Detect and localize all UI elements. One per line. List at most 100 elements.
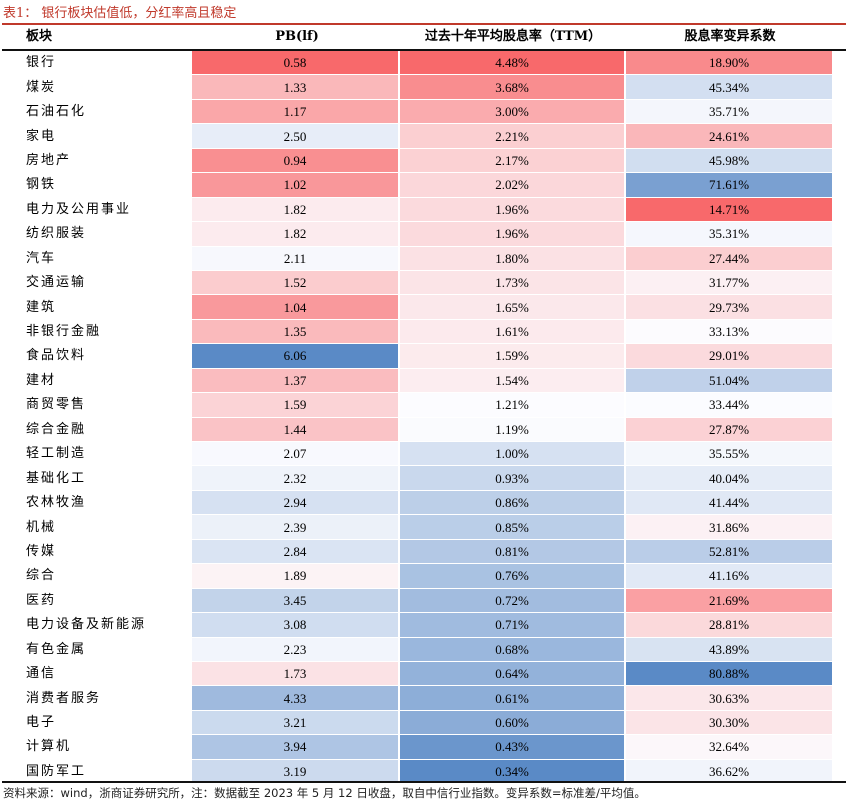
table-row: 医药 3.45 0.72% 21.69% bbox=[2, 588, 846, 614]
sector-name: 交通运输 bbox=[2, 271, 192, 296]
row-spacer bbox=[834, 466, 846, 491]
table-row: 建筑 1.04 1.65% 29.73% bbox=[2, 295, 846, 320]
table-row: 综合 1.89 0.76% 41.16% bbox=[2, 564, 846, 589]
sector-name: 建筑 bbox=[2, 295, 192, 320]
sector-name: 纺织服装 bbox=[2, 222, 192, 247]
sector-name: 消费者服务 bbox=[2, 686, 192, 711]
row-spacer bbox=[834, 638, 846, 662]
pb-cell: 2.39 bbox=[192, 515, 400, 540]
sector-name: 有色金属 bbox=[2, 638, 192, 662]
row-spacer bbox=[834, 149, 846, 174]
sector-name: 建材 bbox=[2, 369, 192, 394]
pb-cell: 1.89 bbox=[192, 564, 400, 589]
sector-name: 基础化工 bbox=[2, 466, 192, 491]
sector-name: 医药 bbox=[2, 589, 192, 614]
table-row: 食品饮料 6.06 1.59% 29.01% bbox=[2, 344, 846, 369]
source-footnote: 资料来源：wind，浙商证券研究所，注：数据截至 2023 年 5 月 12 日… bbox=[3, 786, 646, 800]
pb-cell: 2.11 bbox=[192, 246, 400, 271]
header-pb: PB(lf) bbox=[275, 29, 319, 44]
cv-cell: 30.30% bbox=[626, 710, 834, 736]
header-dividend-yield: 过去十年平均股息率（TTM） bbox=[424, 29, 602, 44]
table-title: 表1： 银行板块估值低，分红率高且稳定 bbox=[3, 6, 237, 21]
sector-name: 综合 bbox=[2, 564, 192, 589]
cv-cell: 52.81% bbox=[626, 539, 834, 565]
cv-cell: 41.16% bbox=[626, 564, 834, 589]
table-row: 通信 1.73 0.64% 80.88% bbox=[2, 661, 846, 687]
pb-cell: 0.94 bbox=[192, 148, 400, 174]
table-row: 国防军工 3.19 0.34% 36.62% bbox=[2, 759, 846, 785]
table-row: 电子 3.21 0.60% 30.30% bbox=[2, 710, 846, 736]
dividend-yield-cell: 1.80% bbox=[400, 246, 626, 271]
pb-cell: 2.84 bbox=[192, 539, 400, 565]
sector-name: 计算机 bbox=[2, 735, 192, 760]
dividend-yield-cell: 0.34% bbox=[400, 759, 626, 785]
pb-cell: 1.59 bbox=[192, 393, 400, 418]
sector-name: 农林牧渔 bbox=[2, 491, 192, 516]
dividend-yield-cell: 1.65% bbox=[400, 295, 626, 320]
dividend-yield-cell: 2.02% bbox=[400, 173, 626, 198]
row-spacer bbox=[834, 735, 846, 760]
sector-name: 家电 bbox=[2, 124, 192, 149]
pb-cell: 1.37 bbox=[192, 368, 400, 394]
cv-cell: 40.04% bbox=[626, 466, 834, 491]
row-spacer bbox=[834, 564, 846, 589]
cv-cell: 29.73% bbox=[626, 295, 834, 320]
pb-cell: 1.82 bbox=[192, 197, 400, 223]
cv-cell: 43.89% bbox=[626, 637, 834, 662]
row-spacer bbox=[834, 51, 846, 76]
table-row: 交通运输 1.52 1.73% 31.77% bbox=[2, 270, 846, 296]
pb-cell: 3.21 bbox=[192, 710, 400, 736]
table-row: 综合金融 1.44 1.19% 27.87% bbox=[2, 417, 846, 442]
sector-name: 汽车 bbox=[2, 247, 192, 271]
cv-cell: 21.69% bbox=[626, 588, 834, 614]
dividend-yield-cell: 0.76% bbox=[400, 564, 626, 589]
pb-cell: 1.82 bbox=[192, 222, 400, 247]
cv-cell: 27.87% bbox=[626, 417, 834, 442]
sector-name: 轻工制造 bbox=[2, 442, 192, 467]
row-spacer bbox=[834, 442, 846, 467]
header-cv: 股息率变异系数 bbox=[684, 29, 776, 44]
cv-cell: 35.55% bbox=[626, 442, 834, 467]
dividend-yield-cell: 0.61% bbox=[400, 686, 626, 711]
sector-name: 电力及公用事业 bbox=[2, 198, 192, 223]
sector-name: 机械 bbox=[2, 515, 192, 540]
dividend-yield-cell: 4.48% bbox=[400, 51, 626, 76]
row-spacer bbox=[834, 662, 846, 687]
sector-name: 商贸零售 bbox=[2, 393, 192, 418]
row-spacer bbox=[834, 124, 846, 149]
table-row: 银行 0.58 4.48% 18.90% bbox=[2, 51, 846, 76]
sector-name: 电子 bbox=[2, 711, 192, 736]
pb-cell: 2.32 bbox=[192, 466, 400, 491]
dividend-yield-cell: 1.59% bbox=[400, 344, 626, 369]
dividend-yield-cell: 0.93% bbox=[400, 466, 626, 491]
cv-cell: 31.86% bbox=[626, 515, 834, 540]
pb-cell: 1.44 bbox=[192, 417, 400, 442]
table-body: 银行 0.58 4.48% 18.90% 煤炭 1.33 3.68% 45.34% 石油石化 1.… bbox=[2, 51, 846, 785]
row-spacer bbox=[834, 75, 846, 100]
dividend-yield-cell: 1.00% bbox=[400, 442, 626, 467]
cv-cell: 32.64% bbox=[626, 735, 834, 760]
cv-cell: 29.01% bbox=[626, 344, 834, 369]
pb-cell: 1.33 bbox=[192, 75, 400, 100]
row-spacer bbox=[834, 613, 846, 638]
pb-cell: 4.33 bbox=[192, 686, 400, 711]
pb-cell: 1.04 bbox=[192, 295, 400, 320]
cv-cell: 27.44% bbox=[626, 246, 834, 271]
row-spacer bbox=[834, 515, 846, 540]
cv-cell: 45.98% bbox=[626, 148, 834, 174]
cv-cell: 33.13% bbox=[626, 319, 834, 345]
row-spacer bbox=[834, 173, 846, 198]
dividend-yield-cell: 0.72% bbox=[400, 588, 626, 614]
dividend-yield-cell: 3.00% bbox=[400, 99, 626, 125]
title-rule bbox=[2, 23, 846, 25]
pb-cell: 1.73 bbox=[192, 661, 400, 687]
table-row: 房地产 0.94 2.17% 45.98% bbox=[2, 148, 846, 174]
row-spacer bbox=[834, 100, 846, 125]
sector-name: 国防军工 bbox=[2, 760, 192, 785]
dividend-yield-cell: 0.71% bbox=[400, 613, 626, 638]
table-row: 家电 2.50 2.21% 24.61% bbox=[2, 124, 846, 149]
pb-cell: 3.19 bbox=[192, 759, 400, 785]
dividend-yield-cell: 1.73% bbox=[400, 270, 626, 296]
header-sector: 板块 bbox=[26, 29, 53, 44]
cv-cell: 41.44% bbox=[626, 490, 834, 516]
